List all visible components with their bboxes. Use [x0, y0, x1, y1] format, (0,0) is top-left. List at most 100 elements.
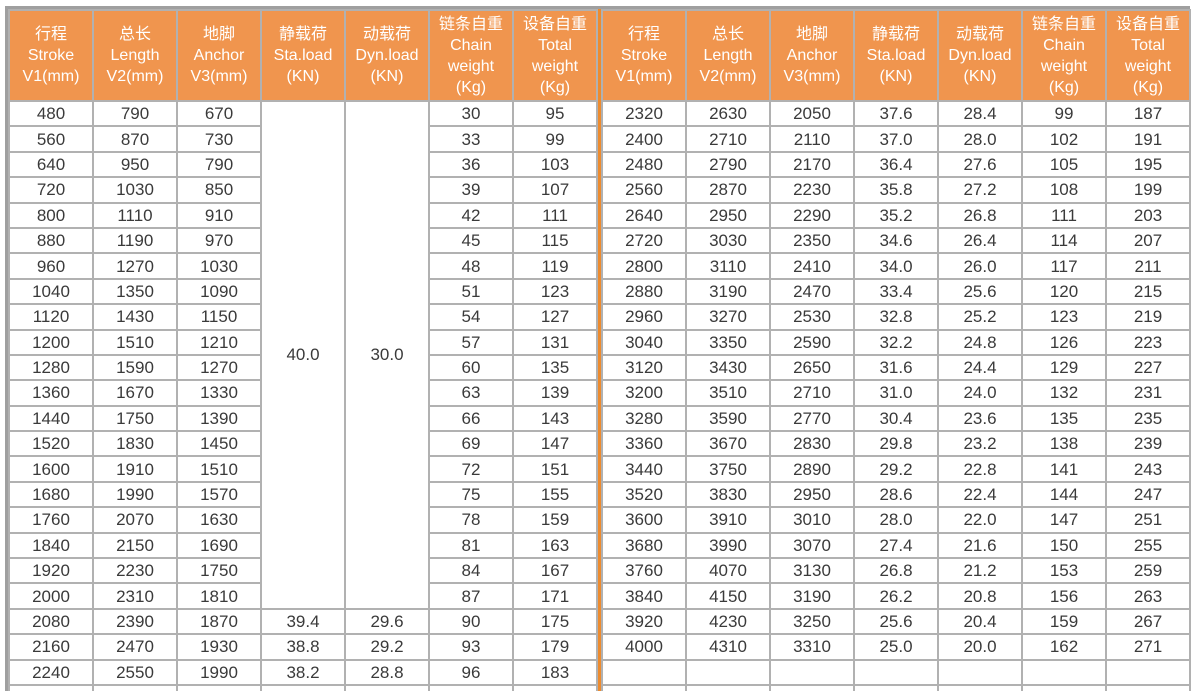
anchor-v3-cell: 1870 — [176, 607, 262, 636]
table-body-right: 2320 2630 2050 37.6 28.4 99 187 2400 2710 2110 37.… — [601, 99, 1191, 691]
length-v2-cell: 2630 — [685, 99, 771, 128]
total-weight-cell: 159 — [512, 506, 598, 534]
sta-load-cell: 38.2 — [260, 658, 346, 686]
header-cell-total-weight: 设备自重 Total weight (Kg) — [512, 9, 598, 102]
table-row: 3120 3430 2650 31.6 24.4 129 227 — [601, 353, 1191, 382]
chain-weight-cell: 42 — [428, 201, 514, 229]
sta-load-cell: 28.0 — [853, 506, 939, 534]
anchor-v3-cell: 3130 — [769, 557, 855, 585]
chain-weight-cell: 156 — [1021, 582, 1107, 610]
stroke-v1-cell: 880 — [8, 226, 94, 255]
anchor-v3-cell: 910 — [176, 201, 262, 229]
stroke-v1-cell: 720 — [8, 176, 94, 204]
chain-weight-cell: 111 — [1021, 201, 1107, 229]
stroke-v1-cell: 3760 — [601, 557, 687, 585]
stroke-v1-cell: 2000 — [8, 582, 94, 610]
table-row: 1440 1750 1390 66 143 — [8, 404, 598, 433]
table-row: 2320 2630 2050 37.6 28.4 99 187 — [601, 99, 1191, 128]
length-v2-cell: 3110 — [685, 252, 771, 280]
total-weight-cell: 99 — [512, 125, 598, 153]
spec-table-left-half: 行程 Stroke V1(mm) 总长 Length V2(mm) 地脚 Anchor V3(m… — [8, 9, 598, 691]
dyn-load-cell: 28.4 — [937, 99, 1023, 128]
sta-load-cell: 37.0 — [853, 125, 939, 153]
header-line: weight — [1124, 57, 1172, 75]
sta-load-cell: 38.8 — [260, 633, 346, 661]
length-v2-cell: 3510 — [685, 379, 771, 407]
table-row: 960 1270 1030 48 119 — [8, 252, 598, 280]
header-line: 总长 — [711, 26, 744, 43]
length-v2-cell: 3830 — [685, 480, 771, 509]
header-line: 总长 — [118, 26, 151, 43]
header-line: V1(mm) — [22, 68, 80, 85]
chain-weight-cell: 123 — [1021, 303, 1107, 331]
length-v2-cell: 3190 — [685, 277, 771, 306]
length-v2-cell: 1350 — [92, 277, 178, 306]
total-weight-cell: 191 — [1105, 125, 1191, 153]
length-v2-cell: 870 — [92, 125, 178, 153]
stroke-v1-cell: 3600 — [601, 506, 687, 534]
header-cell-dyn-load: 动载荷 Dyn.load (KN) — [937, 9, 1023, 102]
stroke-v1-cell: 2480 — [601, 150, 687, 179]
header-line: Chain — [450, 36, 492, 54]
stroke-v1-cell: 800 — [8, 201, 94, 229]
table-row: 720 1030 850 39 107 — [8, 176, 598, 204]
dyn-load-cell: 21.6 — [937, 531, 1023, 560]
table-row: 1680 1990 1570 75 155 — [8, 480, 598, 509]
total-weight-cell: 107 — [512, 176, 598, 204]
table-row: 480 790 670 40.0 30.0 30 95 — [8, 99, 598, 610]
stroke-v1-cell: 2720 — [601, 226, 687, 255]
length-v2-cell: 2790 — [685, 150, 771, 179]
chain-weight-cell: 45 — [428, 226, 514, 255]
anchor-v3-cell: 1210 — [176, 328, 262, 356]
sta-load-cell: 26.2 — [853, 582, 939, 610]
stroke-v1-cell: 2960 — [601, 303, 687, 331]
header-line: weight — [531, 57, 579, 75]
sta-load-cell: 31.0 — [853, 379, 939, 407]
table-row: 1840 2150 1690 81 163 — [8, 531, 598, 560]
sta-load-cell: 35.8 — [853, 176, 939, 204]
table-row: 2480 2790 2170 36.4 27.6 105 195 — [601, 150, 1191, 179]
chain-weight-cell: 51 — [428, 277, 514, 306]
sta-load-cell — [853, 683, 939, 691]
stroke-v1-cell: 2640 — [601, 201, 687, 229]
header-cell-stroke-v1: 行程 Stroke V1(mm) — [601, 9, 687, 102]
stroke-v1-cell: 3440 — [601, 455, 687, 483]
sta-load-cell: 32.8 — [853, 303, 939, 331]
table-row: 2880 3190 2470 33.4 25.6 120 215 — [601, 277, 1191, 306]
anchor-v3-cell: 3010 — [769, 506, 855, 534]
total-weight-cell: 255 — [1105, 531, 1191, 560]
length-v2-cell: 4230 — [685, 607, 771, 636]
header-cell-dyn-load: 动载荷 Dyn.load (KN) — [344, 9, 430, 102]
total-weight-cell: 187 — [1105, 99, 1191, 128]
stroke-v1-cell: 1840 — [8, 531, 94, 560]
dyn-load-cell: 22.8 — [937, 455, 1023, 483]
stroke-v1-cell: 1440 — [8, 404, 94, 433]
stroke-v1-cell: 1600 — [8, 455, 94, 483]
header-line: 静载荷 — [871, 26, 920, 43]
table-row: 3200 3510 2710 31.0 24.0 132 231 — [601, 379, 1191, 407]
table-row: 3600 3910 3010 28.0 22.0 147 251 — [601, 506, 1191, 534]
stroke-v1-cell: 3840 — [601, 582, 687, 610]
sta-load-cell: 39.4 — [260, 607, 346, 636]
header-cell-sta-load: 静载荷 Sta.load (KN) — [260, 9, 346, 102]
spec-table-right-half: 行程 Stroke V1(mm) 总长 Length V2(mm) 地脚 Anchor V3(m… — [601, 9, 1191, 691]
total-weight-cell: 223 — [1105, 328, 1191, 356]
chain-weight-cell: 162 — [1021, 633, 1107, 661]
stroke-v1-cell: 3200 — [601, 379, 687, 407]
chain-weight-cell: 69 — [428, 430, 514, 458]
anchor-v3-cell: 1690 — [176, 531, 262, 560]
stroke-v1-cell: 2080 — [8, 607, 94, 636]
dyn-load-cell: 24.4 — [937, 353, 1023, 382]
stroke-v1-cell — [601, 683, 687, 691]
chain-weight-cell: 150 — [1021, 531, 1107, 560]
anchor-v3-cell: 670 — [176, 99, 262, 128]
header-cell-stroke-v1: 行程 Stroke V1(mm) — [8, 9, 94, 102]
anchor-v3-cell: 1030 — [176, 252, 262, 280]
stroke-v1-cell: 2160 — [8, 633, 94, 661]
stroke-v1-cell: 1200 — [8, 328, 94, 356]
length-v2-cell: 1110 — [92, 201, 178, 229]
total-weight-cell: 247 — [1105, 480, 1191, 509]
total-weight-cell: 131 — [512, 328, 598, 356]
anchor-v3-cell: 2050 — [769, 99, 855, 128]
